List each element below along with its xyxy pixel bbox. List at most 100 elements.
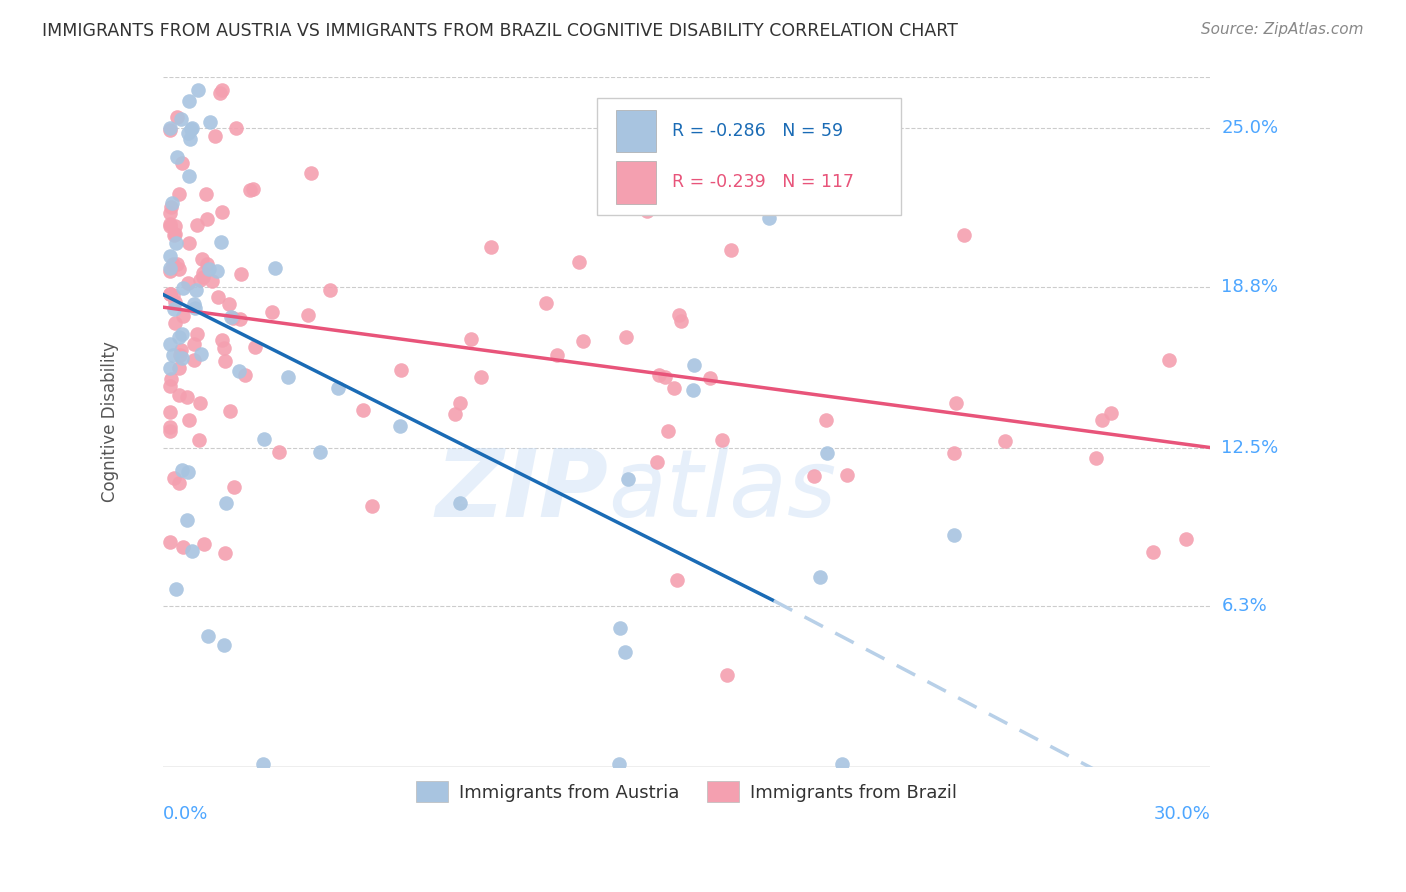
Point [710,433,733,447]
Point [159,219,181,234]
Point [815,446,838,460]
Point [218,404,240,418]
Point [758,211,780,226]
Point [162,257,184,271]
Point [176,390,198,404]
Point [159,263,181,277]
Point [167,330,190,344]
Point [444,407,467,421]
Point [318,283,340,297]
Point [159,123,181,137]
Point [1142,545,1164,559]
Point [183,337,205,351]
Point [352,403,374,417]
Point [1175,533,1198,547]
Point [645,455,668,469]
Point [167,360,190,375]
Point [942,446,965,460]
Point [160,372,183,386]
Point [720,243,742,257]
Point [166,149,188,163]
Point [186,283,208,297]
Point [159,360,181,375]
Point [212,341,235,355]
Point [172,541,194,555]
Point [165,227,187,241]
Point [162,471,184,485]
Point [803,469,825,483]
Point [200,115,222,129]
Point [994,434,1017,449]
Point [1101,406,1123,420]
Point [666,573,689,587]
Point [546,348,568,362]
Point [159,120,181,135]
Point [159,249,181,263]
Point [299,166,322,180]
Point [163,294,186,309]
Point [1157,352,1180,367]
Point [197,629,219,643]
Point [449,495,471,509]
Point [460,333,482,347]
Point [190,396,212,410]
Point [228,364,250,378]
Point [177,126,200,140]
Point [163,227,186,242]
Point [172,309,194,323]
Bar [616,161,657,204]
Point [172,326,194,341]
Point [160,200,183,214]
Point [159,337,181,351]
Point [179,169,201,183]
Bar [616,110,657,153]
Point [260,304,283,318]
Text: 30.0%: 30.0% [1153,805,1211,823]
Point [186,218,208,232]
Point [159,535,181,549]
Point [243,340,266,354]
Text: IMMIGRANTS FROM AUSTRIA VS IMMIGRANTS FROM BRAZIL COGNITIVE DISABILITY CORRELATI: IMMIGRANTS FROM AUSTRIA VS IMMIGRANTS FR… [42,22,957,40]
Text: 6.3%: 6.3% [1222,597,1267,615]
Point [159,218,181,232]
Point [211,83,233,97]
Point [159,378,181,392]
FancyBboxPatch shape [598,98,901,215]
Point [187,83,209,97]
Point [568,255,591,269]
Point [159,261,181,276]
Point [222,310,245,325]
Text: 18.8%: 18.8% [1222,277,1278,296]
Point [183,353,205,368]
Point [184,301,207,315]
Point [204,128,226,143]
Point [389,419,412,434]
Point [193,266,215,280]
Point [648,368,671,382]
Point [159,420,181,434]
Point [170,351,193,365]
Point [470,370,492,384]
Point [207,290,229,304]
Point [225,121,247,136]
Point [218,297,240,311]
Point [205,264,228,278]
Point [167,186,190,201]
Point [180,121,202,136]
Point [169,348,191,362]
Point [183,296,205,310]
Point [572,334,595,348]
Point [716,668,738,682]
Point [163,301,186,316]
Point [190,347,212,361]
Text: 0.0%: 0.0% [163,805,208,823]
Point [943,527,966,541]
Point [177,94,200,108]
Point [607,757,630,772]
Point [297,308,319,322]
Point [166,110,188,124]
Text: atlas: atlas [607,445,837,536]
Point [201,274,224,288]
Point [239,183,262,197]
Point [1085,450,1108,465]
